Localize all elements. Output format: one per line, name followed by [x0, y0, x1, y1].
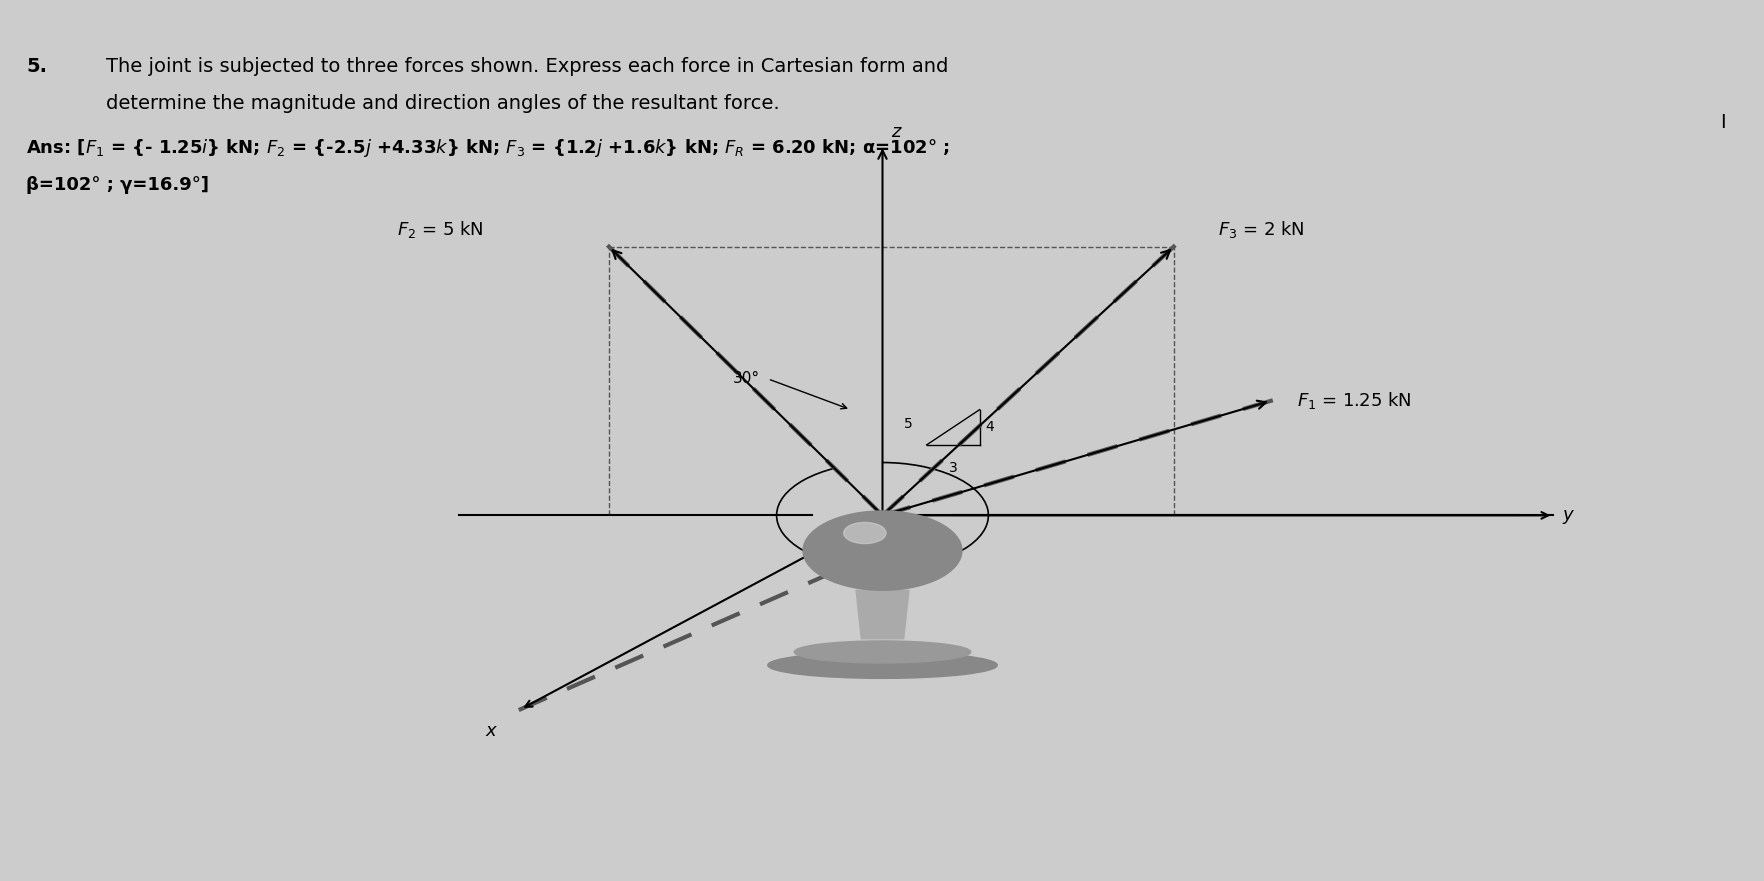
Text: 5: 5: [903, 417, 912, 431]
Text: 3: 3: [949, 461, 956, 475]
Text: $\mathit{F}_2$ = 5 kN: $\mathit{F}_2$ = 5 kN: [397, 218, 483, 240]
Text: $\mathit{F}_1$ = 1.25 kN: $\mathit{F}_1$ = 1.25 kN: [1297, 390, 1411, 411]
Ellipse shape: [767, 652, 997, 678]
Text: $\mathit{F}_3$ = 2 kN: $\mathit{F}_3$ = 2 kN: [1217, 218, 1304, 240]
Text: 30°: 30°: [732, 371, 759, 387]
Text: 5.: 5.: [26, 57, 48, 77]
Text: β=102° ; γ=16.9°]: β=102° ; γ=16.9°]: [26, 176, 210, 194]
Text: x: x: [485, 722, 496, 740]
Text: 4: 4: [984, 420, 993, 434]
Text: Ans: [$\mathit{F}_1$ = {- 1.25$\mathit{i}$} kN; $\mathit{F}_2$ = {-2.5$\mathit{j: Ans: [$\mathit{F}_1$ = {- 1.25$\mathit{i…: [26, 137, 949, 159]
Text: y: y: [1561, 507, 1572, 524]
Ellipse shape: [794, 641, 970, 663]
Text: The joint is subjected to three forces shown. Express each force in Cartesian fo: The joint is subjected to three forces s…: [106, 57, 947, 77]
Circle shape: [803, 511, 961, 590]
Text: z: z: [891, 123, 900, 141]
Text: determine the magnitude and direction angles of the resultant force.: determine the magnitude and direction an…: [106, 94, 780, 114]
Text: I: I: [1720, 113, 1725, 132]
Circle shape: [843, 522, 886, 544]
Polygon shape: [856, 590, 908, 639]
